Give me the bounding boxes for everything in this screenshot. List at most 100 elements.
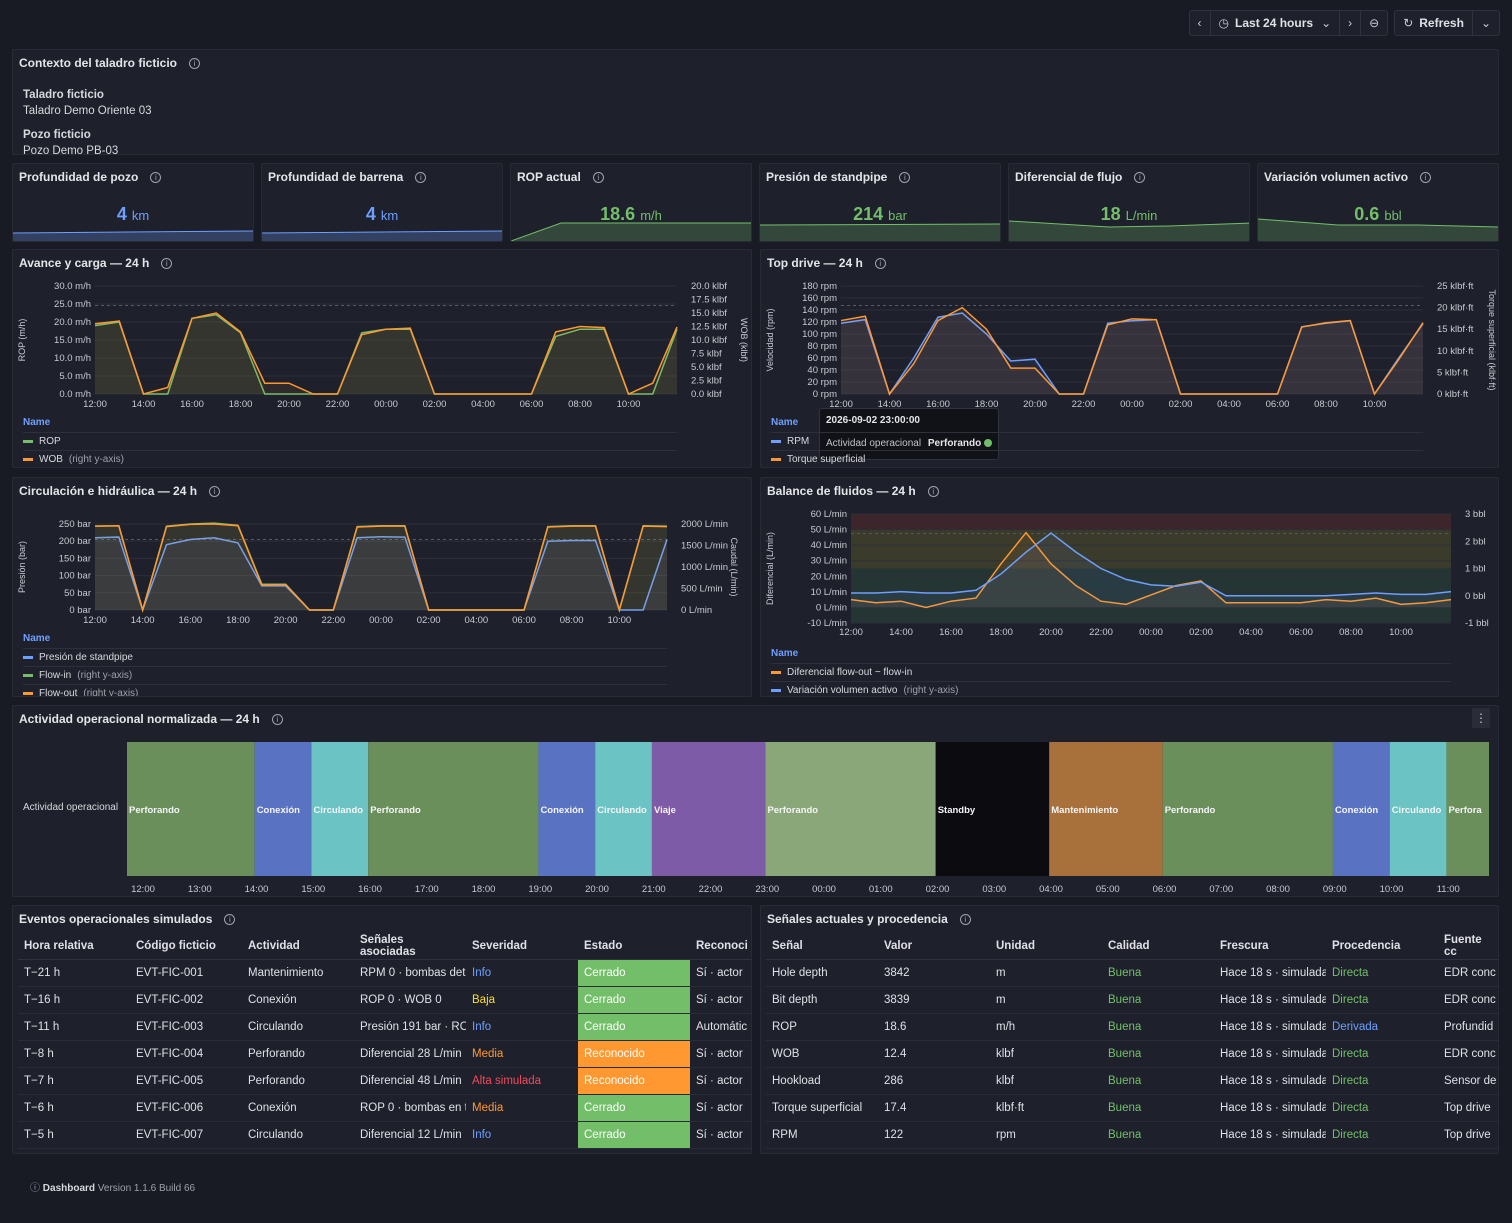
info-icon[interactable]: i bbox=[415, 171, 427, 183]
column-header[interactable]: Estado bbox=[578, 933, 690, 960]
column-header[interactable]: Código ficticio bbox=[130, 933, 242, 960]
timeline-segment bbox=[765, 742, 936, 876]
y2-tick-label: 0 L/min bbox=[681, 605, 712, 616]
table-cell: Buena bbox=[1102, 1040, 1214, 1068]
legend-label: Torque superficial bbox=[787, 454, 866, 465]
info-icon[interactable]: i bbox=[959, 913, 971, 925]
sparkline-line bbox=[262, 230, 502, 234]
column-header[interactable]: Hora relativa bbox=[18, 933, 130, 960]
panel-menu-icon[interactable]: ⋮ bbox=[1472, 708, 1490, 728]
column-header[interactable]: Calidad bbox=[1102, 933, 1214, 960]
table-row[interactable]: Torque superficial 17.4 klbf·ft Buena Hace 1… bbox=[766, 1094, 1498, 1122]
chart-balance[interactable]: 60 L/min 50 L/min 40 L/min 30 L/min 20 L/min… bbox=[761, 478, 1499, 697]
table-row[interactable]: Bit depth 3839 m Buena Hace 18 s · simulada D… bbox=[766, 986, 1498, 1014]
table-cell: T−8 h bbox=[18, 1040, 130, 1068]
stat-panel: ROP actual i 18.6 m/h bbox=[510, 163, 752, 242]
stat-value: 214 bar bbox=[760, 204, 1000, 225]
legend-item[interactable]: Torque superficial bbox=[771, 450, 1423, 467]
legend-item[interactable]: Flow-in (right y-axis) bbox=[23, 666, 667, 684]
legend-item[interactable]: WOB (right y-axis) bbox=[23, 450, 677, 467]
timeline-segment-label: Standby bbox=[938, 805, 976, 816]
refresh-button[interactable]: ↻ Refresh bbox=[1395, 11, 1473, 35]
timeline-segment bbox=[254, 742, 312, 876]
table-cell: T−7 h bbox=[18, 1067, 130, 1095]
table-row[interactable]: T−6 h EVT-FIC-006 Conexión ROP 0 · bombas e… bbox=[18, 1094, 751, 1122]
info-icon[interactable]: i bbox=[927, 485, 939, 497]
x-tick-label: 14:00 bbox=[889, 627, 913, 638]
table-row[interactable]: T−8 h EVT-FIC-004 Perforando Diferencial 28… bbox=[18, 1040, 751, 1068]
column-header[interactable]: Señales asociadas bbox=[354, 933, 466, 960]
table-row[interactable]: T−21 h EVT-FIC-001 Mantenimiento RPM 0 · bo… bbox=[18, 959, 751, 987]
column-header[interactable]: Severidad bbox=[466, 933, 578, 960]
info-icon[interactable]: i bbox=[1134, 171, 1146, 183]
legend-item[interactable]: ROP bbox=[23, 432, 677, 450]
legend-item[interactable]: Diferencial flow-out − flow-in bbox=[771, 663, 1451, 681]
refresh-group: ↻ Refresh ⌄ bbox=[1394, 10, 1500, 36]
table-row[interactable]: Hole depth 3842 m Buena Hace 18 s · simulada… bbox=[766, 959, 1498, 987]
sparkline-line bbox=[511, 222, 751, 241]
chart-avance[interactable]: 30.0 m/h 25.0 m/h 20.0 m/h 15.0 m/h 10.0 m/h… bbox=[13, 250, 752, 468]
chart-circulacion[interactable]: 250 bar 200 bar 150 bar 100 bar 50 bar 0 bar 2… bbox=[13, 478, 752, 697]
column-header[interactable]: Valor bbox=[878, 933, 990, 960]
table-row[interactable]: ROP 18.6 m/h Buena Hace 18 s · simulada Deriv… bbox=[766, 1013, 1498, 1041]
y-tick-label: 120 rpm bbox=[802, 317, 837, 328]
info-icon[interactable]: i bbox=[592, 171, 604, 183]
column-header[interactable]: Fuente cc bbox=[1438, 933, 1498, 960]
info-icon[interactable]: i bbox=[874, 257, 886, 269]
tooltip-time: 2026-09-02 23:00:00 bbox=[826, 415, 920, 426]
x-tick-label: 20:00 bbox=[585, 884, 609, 895]
info-icon[interactable]: i bbox=[1420, 171, 1432, 183]
legend-item[interactable]: RPM bbox=[771, 432, 1423, 450]
y-tick-label: 100 bar bbox=[59, 571, 91, 582]
stat-unit: km bbox=[380, 208, 399, 223]
y2-tick-label: 2000 L/min bbox=[681, 519, 728, 530]
table-cell: Sí · actor bbox=[690, 1094, 751, 1122]
info-icon[interactable]: i bbox=[189, 57, 201, 69]
table-row[interactable]: Hookload 286 klbf Buena Hace 18 s · simulada… bbox=[766, 1067, 1498, 1095]
table-row[interactable]: T−5 h EVT-FIC-007 Circulando Diferencial 12… bbox=[18, 1121, 751, 1149]
stat-panel: Diferencial de flujo i 18 L/min bbox=[1008, 163, 1250, 242]
table-head: Señal Valor Unidad Calidad Frescura Procedenc… bbox=[766, 933, 1498, 960]
legend-item[interactable]: Flow-out (right y-axis) bbox=[23, 684, 667, 696]
legend-item[interactable]: Presión de standpipe bbox=[23, 648, 667, 666]
time-next-button[interactable]: › bbox=[1340, 11, 1362, 35]
table-row[interactable]: T−11 h EVT-FIC-003 Circulando Presión 191 b… bbox=[18, 1013, 751, 1041]
column-header[interactable]: Frescura bbox=[1214, 933, 1326, 960]
y-tick-label: 50 L/min bbox=[811, 525, 847, 536]
table-cell: 17.4 bbox=[878, 1094, 990, 1122]
column-header[interactable]: Unidad bbox=[990, 933, 1102, 960]
y2-tick-label: 1000 L/min bbox=[681, 562, 728, 573]
x-tick-label: 20:00 bbox=[1023, 399, 1047, 410]
table-cell: EVT-FIC-003 bbox=[130, 1013, 242, 1041]
info-icon[interactable]: i bbox=[209, 485, 221, 497]
table-row[interactable]: T−7 h EVT-FIC-005 Perforando Diferencial 48… bbox=[18, 1067, 751, 1095]
y-tick-label: 140 rpm bbox=[802, 305, 837, 316]
legend-item[interactable]: Variación volumen activo (right y-axis) bbox=[771, 681, 1451, 696]
table-row[interactable]: WOB 12.4 klbf Buena Hace 18 s · simulada Dire… bbox=[766, 1040, 1498, 1068]
table-cell: EDR conc bbox=[1438, 986, 1498, 1014]
refresh-icon: ↻ bbox=[1403, 16, 1414, 30]
x-tick-label: 12:00 bbox=[83, 615, 107, 626]
x-tick-label: 14:00 bbox=[132, 399, 156, 410]
table-row[interactable]: T−16 h EVT-FIC-002 Conexión ROP 0 · WOB 0 Ba… bbox=[18, 986, 751, 1014]
info-icon[interactable]: i bbox=[271, 713, 283, 725]
timeline-chart[interactable]: Perforando Conexión Circulando Perforando Co… bbox=[13, 706, 1499, 897]
table-cell: Info bbox=[466, 1013, 578, 1041]
info-icon[interactable]: i bbox=[224, 913, 236, 925]
column-header[interactable]: Procedencia bbox=[1326, 933, 1438, 960]
zoom-out-icon[interactable]: ⊖ bbox=[1369, 16, 1380, 30]
refresh-interval-dropdown[interactable]: ⌄ bbox=[1480, 16, 1491, 30]
x-tick-label: 10:00 bbox=[1380, 884, 1404, 895]
timeline-title: Actividad operacional normalizada — 24 h bbox=[19, 712, 260, 726]
info-icon[interactable]: i bbox=[161, 257, 173, 269]
column-header[interactable]: Señal bbox=[766, 933, 878, 960]
table-row[interactable]: RPM 122 rpm Buena Hace 18 s · simulada Direct… bbox=[766, 1121, 1498, 1149]
info-icon[interactable]: i bbox=[899, 171, 911, 183]
column-header[interactable]: Reconoci bbox=[690, 933, 751, 960]
time-range-picker[interactable]: ◷ Last 24 hours ⌄ bbox=[1211, 11, 1341, 35]
table-cell: m/h bbox=[990, 1013, 1102, 1041]
column-header[interactable]: Actividad bbox=[242, 933, 354, 960]
info-icon[interactable]: i bbox=[150, 171, 162, 183]
time-prev-button[interactable]: ‹ bbox=[1190, 11, 1211, 35]
